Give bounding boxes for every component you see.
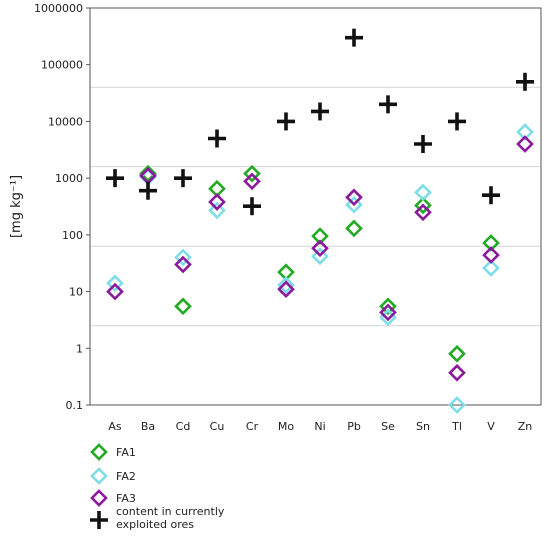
y-axis-ticks: 0.1 1 10 100 1000 10000 100000 1000000 <box>34 2 90 412</box>
grid-lines <box>90 86 541 327</box>
data-point <box>139 181 157 200</box>
data-point <box>516 123 534 141</box>
data-point <box>414 203 432 222</box>
data-point <box>174 297 192 316</box>
legend-label: FA3 <box>116 492 136 505</box>
data-point <box>311 239 329 258</box>
data-point <box>277 112 295 131</box>
legend-label: FA1 <box>116 446 136 459</box>
data-point <box>277 276 295 294</box>
data-point <box>243 197 261 216</box>
data-point <box>345 28 363 47</box>
data-point <box>311 102 329 121</box>
data-point <box>208 201 226 220</box>
legend-entry: FA3 <box>90 489 136 507</box>
data-point <box>379 303 397 322</box>
data-point <box>482 234 500 252</box>
data-point <box>106 282 124 301</box>
series-content-in-currently-exploited-ores <box>106 28 534 216</box>
x-tick-label: Ni <box>314 420 325 433</box>
y-tick-label: 100 <box>62 229 83 242</box>
data-point <box>106 169 124 188</box>
x-axis-ticks: As Ba Cd Cu Cr Mo Ni Pb Se Sn Tl V Zn <box>108 420 532 433</box>
data-point <box>277 280 295 299</box>
data-point <box>243 164 261 183</box>
data-point <box>414 134 432 153</box>
data-point <box>516 135 534 153</box>
legend-marker <box>90 511 108 529</box>
data-point <box>311 227 329 245</box>
series-fa3 <box>106 135 534 382</box>
data-point <box>414 196 432 215</box>
x-tick-label: Cd <box>176 420 191 433</box>
data-point <box>345 188 363 207</box>
data-point <box>448 112 466 131</box>
legend-marker <box>90 467 108 485</box>
data-point <box>448 396 466 414</box>
legend-entry: content in currently exploited ores <box>90 505 225 531</box>
data-point <box>106 274 124 293</box>
x-tick-label: Pb <box>347 420 361 433</box>
y-axis-label: [mg kg⁻¹] <box>9 175 24 238</box>
data-point <box>208 193 226 211</box>
y-tick-label: 1000 <box>55 172 83 185</box>
data-point <box>448 344 466 363</box>
data-point <box>379 95 397 114</box>
series-fa2 <box>106 123 534 414</box>
y-tick-label: 10 <box>69 286 83 299</box>
x-tick-label: As <box>108 420 122 433</box>
x-tick-label: Ba <box>141 420 155 433</box>
data-point <box>516 72 534 91</box>
x-tick-label: Sn <box>416 420 430 433</box>
y-tick-label: 0.1 <box>66 399 84 412</box>
data-point <box>311 247 329 266</box>
legend-label: content in currently exploited ores <box>116 505 225 531</box>
x-tick-label: Cr <box>246 420 259 433</box>
data-point <box>345 195 363 214</box>
y-tick-label: 1 <box>76 342 83 355</box>
legend-marker <box>90 489 108 507</box>
data-point <box>482 186 500 205</box>
legend-entry: FA2 <box>90 467 136 485</box>
y-tick-label: 100000 <box>41 59 83 72</box>
plot-frame <box>89 7 542 406</box>
data-point <box>414 183 432 202</box>
x-tick-label: Se <box>381 420 395 433</box>
data-point <box>243 172 261 191</box>
legend-label: FA2 <box>116 470 136 483</box>
data-marks <box>106 28 534 414</box>
data-point <box>174 248 192 267</box>
y-tick-label: 10000 <box>48 115 83 128</box>
data-point <box>174 169 192 188</box>
data-point <box>174 255 192 274</box>
data-point <box>139 164 157 183</box>
x-tick-label: V <box>487 420 495 433</box>
legend-marker <box>90 443 108 461</box>
data-point <box>482 246 500 264</box>
data-point <box>345 219 363 238</box>
x-tick-label: Mo <box>278 420 294 433</box>
x-tick-label: Zn <box>518 420 533 433</box>
y-tick-label: 1000000 <box>34 2 83 15</box>
data-point <box>448 363 466 382</box>
data-point <box>379 297 397 316</box>
x-tick-label: Tl <box>451 420 462 433</box>
data-point <box>208 129 226 148</box>
x-tick-label: Cu <box>210 420 225 433</box>
legend-entry: FA1 <box>90 443 136 461</box>
data-point <box>482 259 500 277</box>
